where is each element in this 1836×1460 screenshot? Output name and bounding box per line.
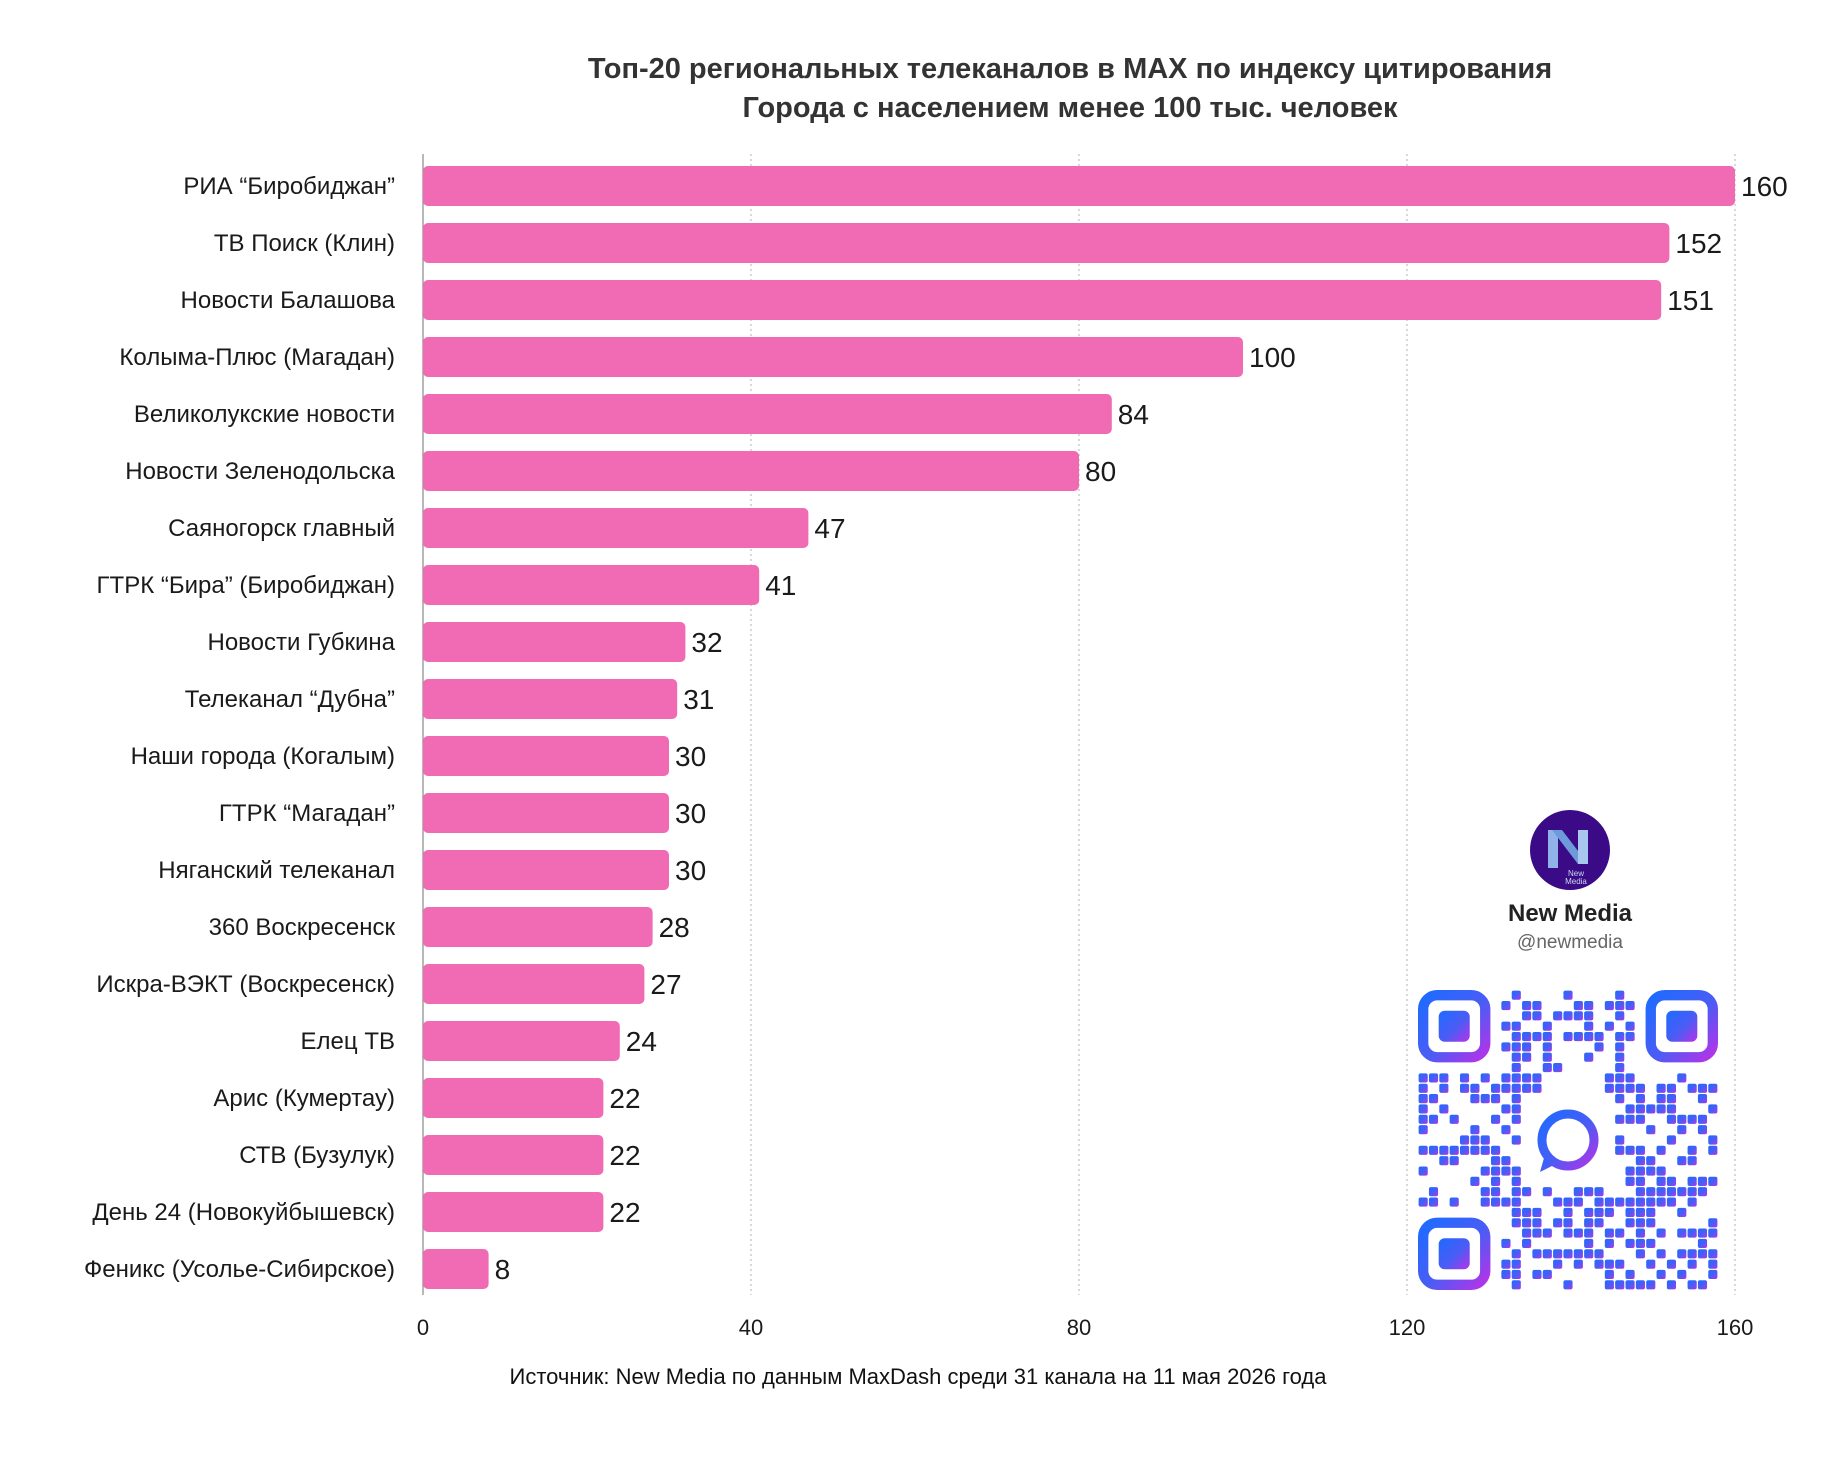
bar [423,1249,489,1289]
svg-text:New: New [1568,869,1584,878]
data-label: 47 [814,513,845,544]
brand-block: New Media New Media @newmedia [1410,810,1730,954]
data-label: 41 [765,570,796,601]
bar [423,679,678,719]
bar [423,565,760,605]
category-label: Новости Зеленодольска [125,458,395,485]
data-label: 32 [691,627,722,658]
bar [423,508,809,548]
category-label: Саяногорск главный [168,515,395,542]
new-media-logo-icon: New Media [1530,810,1610,890]
category-label: Новости Балашова [181,287,396,314]
bar [423,1078,604,1118]
category-label: Колыма-Плюс (Магадан) [119,344,395,371]
category-label: СТВ (Бузулук) [239,1142,395,1169]
data-label: 152 [1675,228,1722,259]
bar [423,337,1243,377]
category-label: Искра-ВЭКТ (Воскресенск) [96,971,395,998]
data-label: 31 [683,684,714,715]
data-label: 22 [609,1197,640,1228]
data-label: 30 [675,798,706,829]
category-label: ГТРК “Бира” (Биробиджан) [97,572,395,599]
category-label: Арис (Кумертау) [213,1085,395,1112]
x-tick-label: 160 [1717,1315,1754,1340]
category-label: Феникс (Усолье-Сибирское) [84,1256,395,1283]
bar [423,793,669,833]
svg-text:Media: Media [1565,877,1587,886]
bar [423,736,669,776]
data-label: 160 [1741,171,1788,202]
category-label: Телеканал “Дубна” [185,686,395,713]
category-label: Новости Губкина [208,629,396,656]
data-label: 22 [609,1083,640,1114]
data-label: 80 [1085,456,1116,487]
brand-name: New Media [1507,900,1633,927]
bar [423,223,1670,263]
data-label: 24 [626,1026,657,1057]
x-tick-label: 0 [417,1315,429,1340]
category-label: Наши города (Когалым) [131,743,395,770]
category-label: ТВ Поиск (Клин) [214,230,395,257]
category-label: ГТРК “Магадан” [219,800,395,827]
data-label: 27 [650,969,681,1000]
data-label: 22 [609,1140,640,1171]
category-label: Няганский телеканал [158,857,395,884]
bar [423,1135,604,1175]
bar [423,451,1079,491]
bar [423,964,645,1004]
x-tick-label: 40 [739,1315,763,1340]
bar [423,1021,620,1061]
chart-title-line1: Топ-20 региональных телеканалов в MAX по… [587,53,1553,85]
category-label: РИА “Биробиджан” [183,173,395,200]
bar [423,1192,604,1232]
category-label: Великолукские новости [134,401,395,428]
data-label: 30 [675,741,706,772]
chart-title: Топ-20 региональных телеканалов в MAX по… [420,50,1720,128]
data-label: 28 [659,912,690,943]
qr-code-icon[interactable] [1418,990,1718,1290]
bar [423,850,669,890]
brand-handle: @newmedia [1517,932,1623,953]
bar [423,280,1662,320]
category-label: 360 Воскресенск [209,914,396,941]
category-label: День 24 (Новокуйбышевск) [92,1199,395,1226]
data-label: 151 [1667,285,1714,316]
source-note: Источник: New Media по данным MaxDash ср… [509,1364,1327,1389]
x-tick-label: 120 [1389,1315,1426,1340]
data-label: 100 [1249,342,1296,373]
bar [423,166,1735,206]
data-label: 8 [495,1254,511,1285]
data-label: 84 [1118,399,1149,430]
chart-subtitle: Города с населением менее 100 тыс. челов… [742,92,1398,124]
bar [423,907,653,947]
data-label: 30 [675,855,706,886]
bar [423,622,686,662]
bar [423,394,1112,434]
x-tick-label: 80 [1067,1315,1091,1340]
category-label: Елец ТВ [301,1028,395,1055]
bar-chart: РИА “Биробиджан” 160 ТВ Поиск (Клин) 152 Нов… [84,154,1788,1340]
